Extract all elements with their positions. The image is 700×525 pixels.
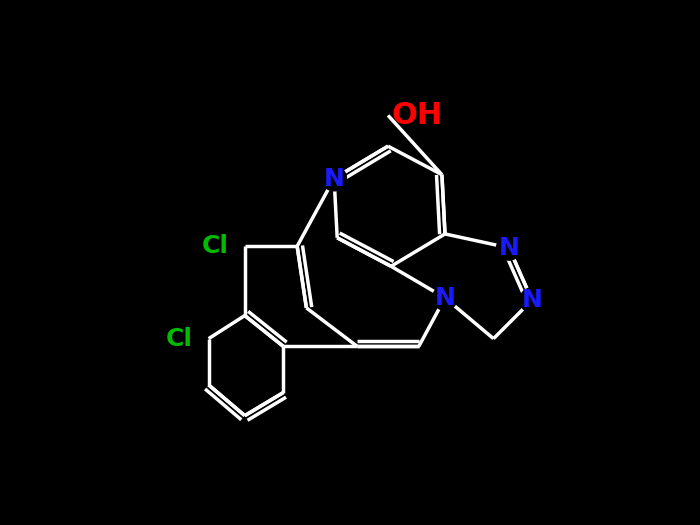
Text: Cl: Cl	[166, 327, 193, 351]
Text: N: N	[323, 166, 344, 191]
Text: OH: OH	[392, 101, 443, 130]
Text: N: N	[435, 286, 456, 310]
Text: N: N	[522, 288, 542, 312]
Circle shape	[433, 286, 457, 310]
Circle shape	[322, 166, 346, 191]
Text: N: N	[498, 236, 519, 260]
Circle shape	[519, 288, 545, 312]
Circle shape	[496, 236, 522, 260]
Text: Cl: Cl	[202, 234, 229, 258]
